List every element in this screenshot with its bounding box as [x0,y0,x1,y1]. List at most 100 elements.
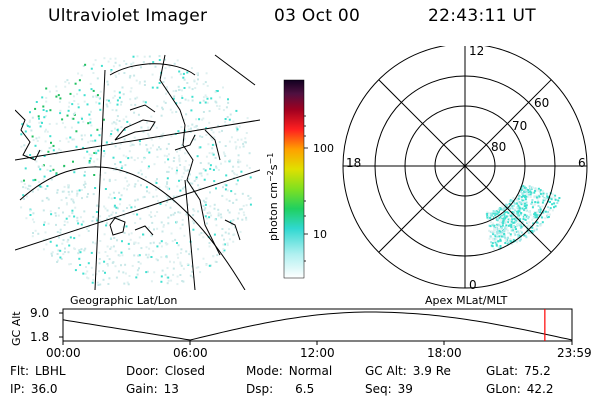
emission-pixel [166,267,169,270]
emission-pixel [172,267,175,270]
emission-pixel [510,205,513,208]
emission-pixel [31,235,34,238]
emission-pixel [122,93,125,96]
emission-pixel [501,208,504,211]
emission-pixel [112,191,115,194]
emission-pixel [179,164,182,166]
emission-pixel [115,109,118,112]
emission-pixel [156,211,159,213]
polar-panel-label: Apex MLat/MLT [425,294,508,307]
emission-pixel [215,224,218,227]
emission-pixel [228,140,231,143]
info-gc-alt: GC Alt: 3.9 Re [365,364,451,378]
emission-pixel [532,186,534,189]
emission-pixel [32,139,35,142]
emission-pixel [67,251,70,254]
emission-pixel [41,165,44,167]
emission-pixel [113,197,116,199]
emission-pixel [73,215,76,218]
emission-pixel [520,189,523,191]
emission-pixel [44,130,47,133]
emission-pixel [190,109,193,112]
emission-pixel [95,152,98,155]
emission-pixel [70,117,73,120]
emission-pixel [34,107,37,110]
emission-pixel [159,202,162,205]
emission-pixel [56,191,59,194]
emission-pixel [497,223,500,226]
emission-pixel [148,191,151,194]
emission-pixel [511,218,514,221]
emission-pixel [84,182,87,185]
emission-pixel [215,90,218,93]
emission-pixel [172,160,175,163]
emission-pixel [234,192,237,195]
emission-pixel [29,209,32,212]
emission-pixel [164,58,167,61]
emission-pixel [71,209,74,212]
emission-pixel [528,221,531,224]
emission-pixel [120,194,123,197]
emission-pixel [181,187,184,190]
emission-pixel [115,276,118,279]
emission-pixel [170,135,173,138]
emission-pixel [89,121,92,124]
emission-pixel [516,199,519,202]
emission-pixel [208,152,211,155]
altitude-curve [62,311,573,341]
emission-pixel [82,272,85,275]
emission-pixel [126,281,129,284]
emission-pixel [112,96,115,99]
emission-pixel [180,264,183,267]
emission-pixel [517,215,520,218]
emission-pixel [92,273,94,276]
emission-pixel [523,213,526,216]
emission-pixel [518,239,521,242]
emission-pixel [76,189,79,192]
emission-pixel [72,160,74,163]
emission-pixel [149,242,152,245]
emission-pixel [144,176,147,179]
emission-pixel [223,243,226,246]
emission-pixel [499,239,502,242]
emission-pixel [82,220,85,223]
emission-pixel [175,89,178,92]
emission-pixel [167,276,170,279]
emission-pixel [142,196,145,199]
emission-pixel [59,97,62,100]
emission-pixel [95,101,98,104]
emission-pixel [43,238,46,241]
emission-pixel [177,211,180,214]
emission-pixel [76,93,79,96]
emission-pixel [112,168,115,171]
emission-pixel [116,99,119,102]
emission-pixel [511,225,514,228]
emission-pixel [126,180,129,183]
emission-pixel [511,211,514,213]
emission-pixel [162,224,165,226]
emission-pixel [541,221,544,224]
emission-pixel [533,229,536,232]
emission-pixel [491,242,494,245]
emission-pixel [99,240,102,242]
emission-pixel [98,270,100,273]
emission-pixel [129,90,132,93]
emission-pixel [82,65,85,67]
emission-pixel [136,55,139,58]
emission-pixel [243,141,246,143]
emission-pixel [90,134,93,137]
emission-pixel [151,73,154,76]
emission-pixel [80,189,83,191]
emission-pixel [56,189,59,192]
emission-pixel [79,264,82,266]
emission-pixel [113,237,116,239]
emission-pixel [522,203,525,205]
emission-pixel [74,206,77,209]
emission-pixel [124,176,127,179]
emission-pixel [498,247,501,250]
emission-pixel [177,244,180,247]
emission-pixel [174,238,177,241]
emission-pixel [176,59,179,62]
emission-pixel [247,194,250,197]
emission-pixel [539,209,542,212]
